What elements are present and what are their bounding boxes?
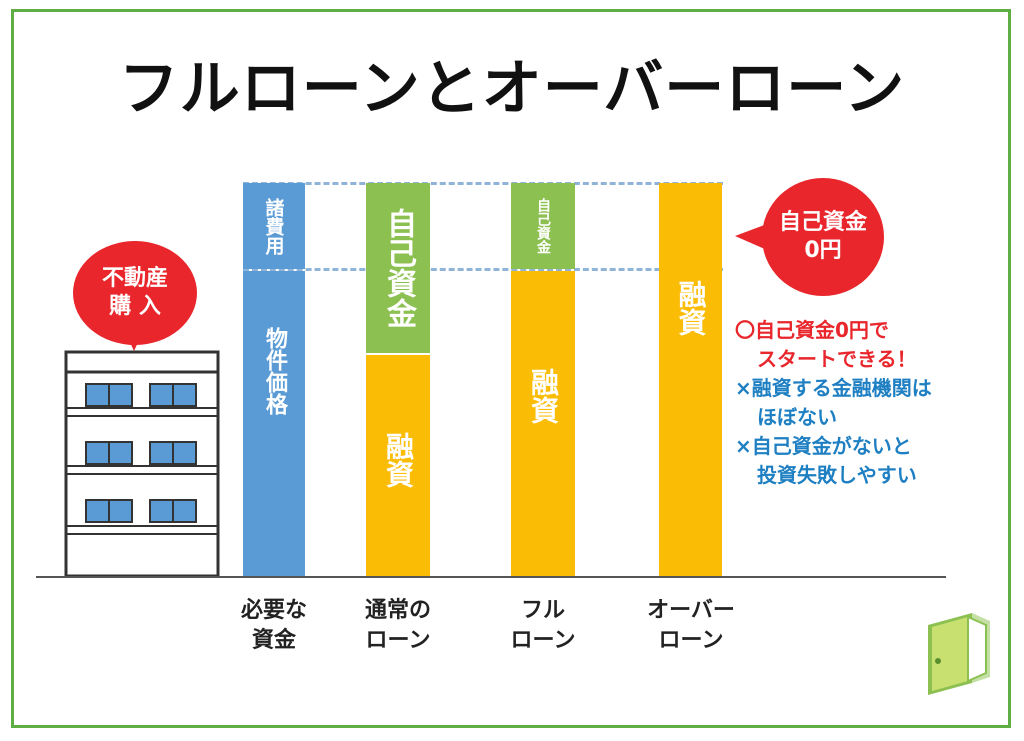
zero-own-funds-bubble: 自己資金 0円 bbox=[762, 178, 884, 296]
bar-normal-loan-label: 融資 bbox=[382, 432, 415, 488]
bar-fees-label: 諸費用 bbox=[262, 197, 285, 255]
note-line: ×自己資金がないと bbox=[735, 434, 912, 458]
dashed-line-top bbox=[243, 182, 723, 185]
purchase-bubble-line1: 不動産 bbox=[101, 266, 168, 291]
label-required-funds-line1: 必要な bbox=[240, 598, 307, 623]
bar-over-loan: 融資 bbox=[659, 183, 722, 576]
bar-full-loan: 融資 bbox=[511, 271, 575, 576]
note-line: スタートできる！ bbox=[757, 347, 917, 371]
bubble-tail-zero bbox=[735, 224, 767, 250]
bar-full-own-funds: 自己資金 bbox=[511, 183, 575, 269]
bar-normal-own-funds: 自己資金 bbox=[366, 183, 430, 353]
bar-normal-loan: 融資 bbox=[366, 355, 430, 576]
purchase-bubble-line2: 購 入 bbox=[109, 294, 161, 319]
ground-line bbox=[36, 576, 946, 578]
apartment-building-icon bbox=[64, 350, 220, 578]
bar-normal-own-funds-label: 自己資金 bbox=[381, 208, 416, 328]
bar-full-loan-label: 融資 bbox=[527, 368, 560, 424]
page-title: フルローンとオーバーローン bbox=[118, 54, 906, 124]
label-over-loan-line2: ローン bbox=[658, 628, 724, 653]
label-normal-loan: 通常の ローン bbox=[343, 596, 453, 656]
label-full-loan-line2: ローン bbox=[510, 628, 576, 653]
notes-block: 〇自己資金0円で スタートできる！ ×融資する金融機関は ほぼない ×自己資金が… bbox=[735, 316, 932, 490]
note-line: 〇自己資金0円で bbox=[735, 318, 889, 342]
label-over-loan: オーバー ローン bbox=[636, 596, 746, 656]
note-line: ほぼない bbox=[757, 405, 837, 429]
zero-bubble-line1: 自己資金 bbox=[778, 210, 867, 235]
zero-bubble-line2: 0円 bbox=[804, 238, 842, 263]
label-normal-loan-line1: 通常の bbox=[364, 598, 431, 623]
bar-over-loan-label: 融資 bbox=[674, 280, 708, 336]
dashed-line-middle bbox=[243, 268, 723, 271]
green-door-icon bbox=[928, 613, 990, 695]
bar-fees: 諸費用 bbox=[243, 183, 305, 269]
bar-property-price: 物件価格 bbox=[243, 271, 305, 576]
note-line: ×融資する金融機関は bbox=[735, 376, 932, 400]
purchase-bubble: 不動産 購 入 bbox=[73, 241, 197, 345]
label-over-loan-line1: オーバー bbox=[647, 598, 735, 623]
label-normal-loan-line2: ローン bbox=[365, 628, 431, 653]
label-full-loan: フル ローン bbox=[488, 596, 598, 656]
bar-full-own-funds-label: 自己資金 bbox=[535, 198, 551, 254]
label-required-funds: 必要な 資金 bbox=[219, 596, 329, 656]
note-line: 投資失敗しやすい bbox=[757, 463, 917, 487]
label-required-funds-line2: 資金 bbox=[251, 628, 296, 653]
outer-frame bbox=[11, 9, 1011, 728]
bar-property-price-label: 物件価格 bbox=[262, 327, 287, 415]
label-full-loan-line1: フル bbox=[520, 598, 565, 623]
